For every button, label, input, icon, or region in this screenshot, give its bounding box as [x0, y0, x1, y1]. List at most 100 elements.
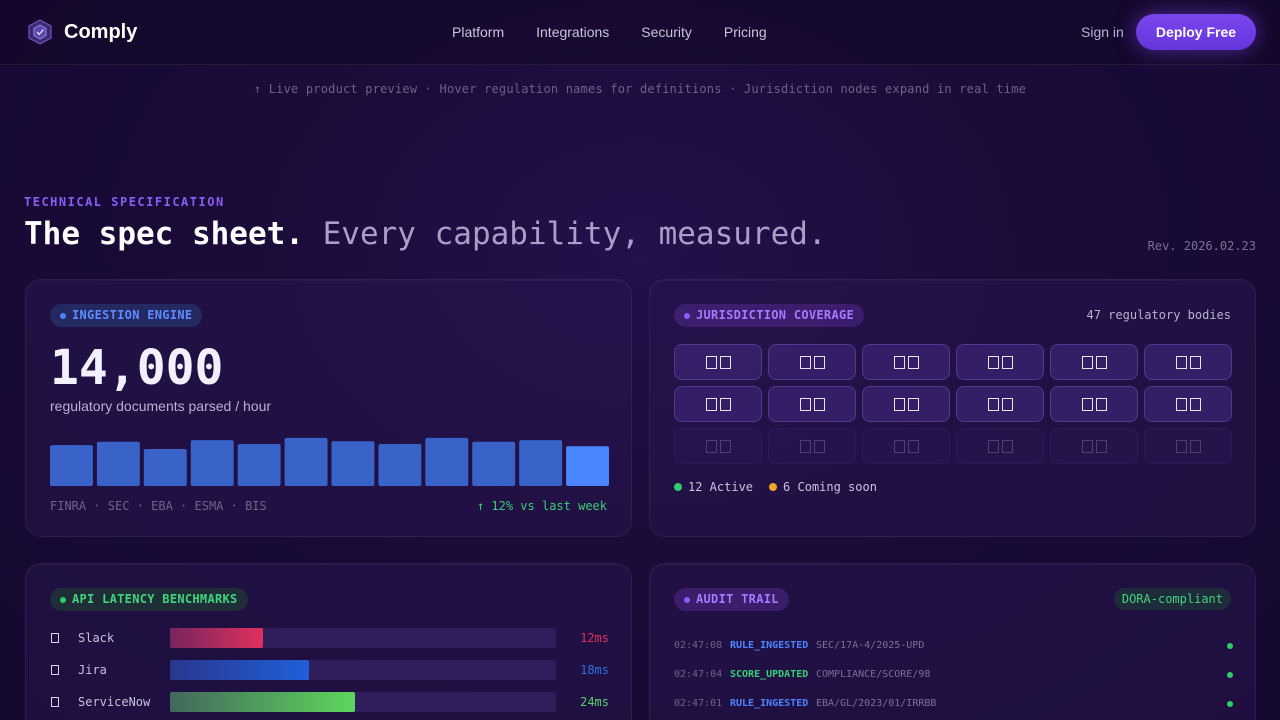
- flag-icon: [1189, 397, 1201, 411]
- audit-time: 02:47:04: [674, 669, 723, 680]
- jurisdiction-node[interactable]: [768, 428, 856, 464]
- jurisdiction-node[interactable]: [1144, 386, 1232, 422]
- jurisdiction-node[interactable]: [674, 344, 762, 380]
- jurisdiction-node[interactable]: [1050, 386, 1138, 422]
- audit-entry: 02:47:04 SCORE_UPDATED COMPLIANCE/SCORE/98: [674, 667, 1233, 683]
- flag-icon: [719, 397, 731, 411]
- flag-icon: [907, 439, 919, 453]
- latency-bar: [170, 628, 263, 648]
- legend-soon-label: 6 Coming soon: [783, 480, 877, 494]
- ingestion-bar: [378, 444, 422, 486]
- jurisdiction-node[interactable]: [674, 428, 762, 464]
- legend-active: 12 Active: [674, 480, 753, 494]
- flag-icon: [719, 355, 731, 369]
- audit-entry: 02:47:01 RULE_INGESTED EBA/GL/2023/01/IRRB…: [674, 696, 1233, 712]
- flag-icon: [705, 397, 717, 411]
- revision-label: Rev. 2026.02.23: [1147, 239, 1256, 253]
- nav-link-security[interactable]: Security: [641, 24, 692, 40]
- integration-name: Jira: [78, 663, 107, 677]
- jurisdiction-node[interactable]: [674, 386, 762, 422]
- flag-icon: [813, 355, 825, 369]
- latency-row: Jira 18ms: [50, 660, 609, 680]
- audit-reference: EBA/GL/2023/01/IRRBB: [816, 698, 937, 709]
- flag-icon: [1175, 355, 1187, 369]
- flag-icon: [1095, 355, 1107, 369]
- integration-icon: [51, 665, 59, 675]
- flag-icon: [987, 355, 999, 369]
- audit-reference: COMPLIANCE/SCORE/98: [816, 669, 931, 680]
- flag-icon: [1175, 397, 1187, 411]
- flag-icon: [799, 355, 811, 369]
- flag-icon: [1175, 439, 1187, 453]
- top-nav: Comply Platform Integrations Security Pr…: [0, 0, 1280, 65]
- ingestion-bar: [237, 444, 281, 486]
- jurisdiction-node[interactable]: [768, 344, 856, 380]
- jurisdiction-legend: 12 Active 6 Coming soon: [674, 480, 877, 494]
- flag-icon: [705, 355, 717, 369]
- jurisdiction-node[interactable]: [768, 386, 856, 422]
- flag-icon: [813, 397, 825, 411]
- latency-row: Slack 12ms: [50, 628, 609, 648]
- nav-link-platform[interactable]: Platform: [452, 24, 505, 40]
- coming-soon-dot-icon: [769, 483, 778, 491]
- flag-icon: [1001, 439, 1013, 453]
- flag-icon: [1081, 439, 1093, 453]
- flag-icon: [987, 397, 999, 411]
- ingestion-bar: [50, 445, 93, 486]
- section-eyebrow: TECHNICAL SPECIFICATION: [24, 195, 225, 209]
- flag-icon: [1001, 397, 1013, 411]
- jurisdiction-node[interactable]: [1144, 428, 1232, 464]
- flag-icon: [893, 439, 905, 453]
- latency-value: 24ms: [580, 695, 609, 709]
- nav-link-pricing[interactable]: Pricing: [723, 24, 767, 40]
- nav-links: Platform Integrations Security Pricing: [452, 24, 767, 40]
- audit-event: SCORE_UPDATED: [730, 669, 809, 680]
- flag-icon: [907, 397, 919, 411]
- flag-icon: [799, 439, 811, 453]
- flag-icon: [1189, 439, 1201, 453]
- latency-track: [170, 660, 556, 680]
- preview-hint: ↑ Live product preview · Hover regulatio…: [253, 82, 1027, 96]
- jurisdiction-node[interactable]: [1050, 344, 1138, 380]
- jurisdiction-node[interactable]: [1144, 344, 1232, 380]
- ingestion-pill: INGESTION ENGINE: [50, 304, 203, 327]
- integration-name: ServiceNow: [78, 695, 151, 709]
- flag-icon: [987, 439, 999, 453]
- jurisdiction-node[interactable]: [862, 344, 950, 380]
- flag-icon: [1081, 355, 1093, 369]
- status-dot-icon: [1227, 701, 1233, 707]
- flag-icon: [799, 397, 811, 411]
- jurisdiction-node[interactable]: [956, 386, 1044, 422]
- jurisdiction-node[interactable]: [956, 428, 1044, 464]
- audit-time: 02:47:08: [674, 640, 723, 651]
- flag-icon: [719, 439, 731, 453]
- ingestion-bar: [284, 437, 328, 486]
- latency-pill: API LATENCY BENCHMARKS: [50, 588, 248, 611]
- flag-icon: [1189, 355, 1201, 369]
- jurisdiction-pill: JURISDICTION COVERAGE: [674, 304, 865, 327]
- ingestion-bar: [519, 440, 563, 486]
- jurisdiction-node[interactable]: [862, 428, 950, 464]
- ingestion-card: INGESTION ENGINE 14,000 regulatory docum…: [25, 279, 632, 537]
- deploy-free-button[interactable]: Deploy Free: [1136, 14, 1256, 50]
- jurisdiction-node[interactable]: [862, 386, 950, 422]
- latency-bar: [170, 660, 309, 680]
- audit-event: RULE_INGESTED: [730, 698, 809, 709]
- status-dot-icon: [1227, 672, 1233, 678]
- ingestion-sources: FINRA · SEC · EBA · ESMA · BIS: [50, 499, 267, 513]
- sign-in-link[interactable]: Sign in: [1081, 24, 1124, 40]
- latency-card: API LATENCY BENCHMARKS Slack 12ms Jira 18ms…: [25, 563, 632, 720]
- flag-icon: [705, 439, 717, 453]
- latency-row: ServiceNow 24ms: [50, 692, 609, 712]
- ingestion-bar: [425, 437, 469, 486]
- jurisdiction-node[interactable]: [956, 344, 1044, 380]
- regulatory-bodies-count: 47 regulatory bodies: [1086, 308, 1232, 322]
- jurisdiction-node[interactable]: [1050, 428, 1138, 464]
- ingestion-delta: ↑ 12% vs last week: [476, 499, 607, 513]
- brand-logo[interactable]: Comply: [28, 19, 137, 45]
- section-title-soft: Every capability, measured.: [322, 216, 827, 252]
- active-dot-icon: [674, 483, 682, 491]
- nav-link-integrations[interactable]: Integrations: [536, 24, 610, 40]
- audit-card: AUDIT TRAIL DORA-compliant 02:47:08 RULE_…: [649, 563, 1256, 720]
- latency-track: [170, 628, 556, 648]
